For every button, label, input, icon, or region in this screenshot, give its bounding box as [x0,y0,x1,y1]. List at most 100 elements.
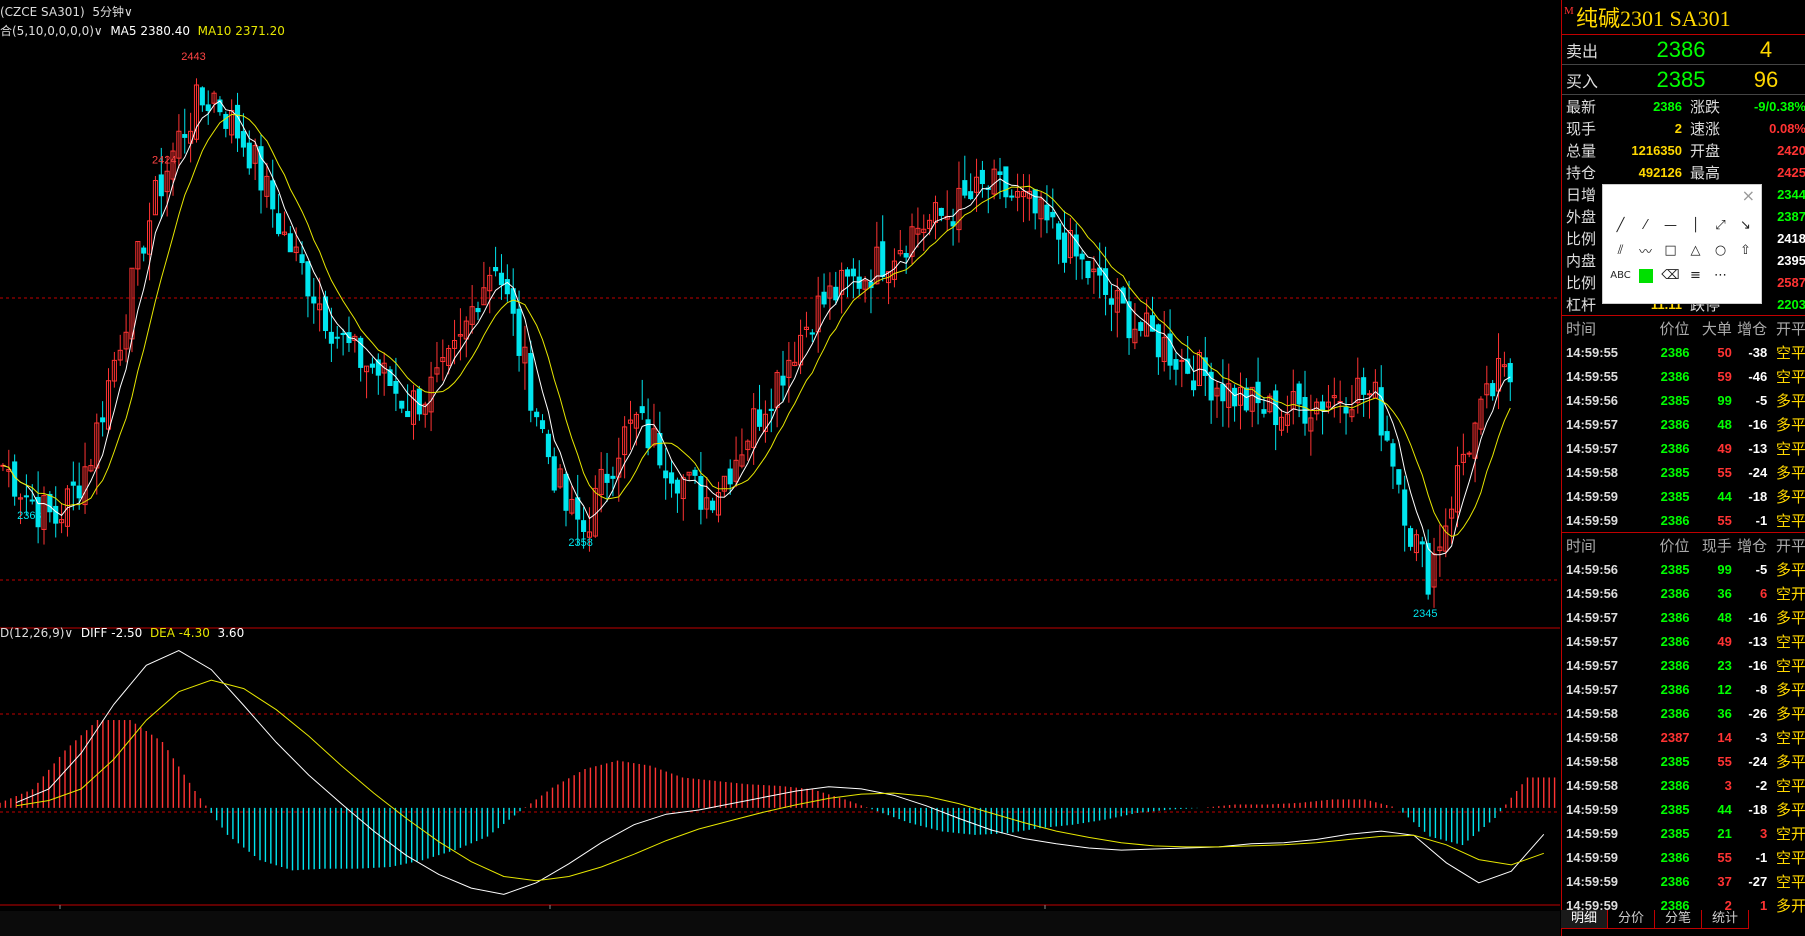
candle-body [369,363,375,368]
chevron-down-icon[interactable]: ∨ [64,626,74,640]
table-row[interactable]: 14:59:57 2386 48 -16 多平 [1562,605,1805,629]
macd-params[interactable]: D(12,26,9) [0,626,65,640]
candle-body [1331,395,1337,399]
parallel-line-icon[interactable]: ⫽ [1617,243,1624,258]
horizontal-line-icon[interactable]: — [1664,218,1677,233]
table-row[interactable]: 14:59:55 2386 59 -46 空平 [1562,364,1805,388]
zigzag-icon[interactable]: 〰 [1638,245,1652,260]
table-row[interactable]: 14:59:59 2386 2 1 多开 [1562,893,1805,917]
table-cell: 55 [1717,753,1732,769]
table-row[interactable]: 14:59:59 2385 21 3 空开 [1562,821,1805,845]
table-row[interactable]: 14:59:56 2385 99 -5 多平 [1562,388,1805,412]
table-row[interactable]: 14:59:55 2386 50 -38 空平 [1562,340,1805,364]
line-tool-icon[interactable]: ╱ [1616,218,1625,233]
up-arrow-icon[interactable]: ⇧ [1740,243,1751,258]
stat-row: 总量 1216350 开盘 2420 [1562,139,1805,161]
candle-body [692,469,698,476]
table-row[interactable]: 14:59:58 2385 55 -24 多平 [1562,749,1805,773]
tab-3[interactable]: 统计 [1702,910,1749,929]
settings-icon[interactable]: ≡ [1690,268,1701,283]
candle-body [53,505,59,524]
table-row[interactable]: 14:59:57 2386 49 -13 空平 [1562,629,1805,653]
table-row[interactable]: 14:59:59 2386 37 -27 空平 [1562,869,1805,893]
candle-body [240,131,246,148]
chevron-down-icon[interactable]: ∨ [123,5,133,19]
bid-row: 买入 2385 96 [1562,65,1805,95]
table-cell: 50 [1717,344,1732,360]
stat-value: 1216350 [1631,142,1682,158]
stat-value-2: -9/0.38% [1753,98,1805,114]
candle-body [1208,371,1214,401]
table-cell: 14:59:59 [1566,512,1619,528]
candle-body [1478,398,1484,430]
indicator-params[interactable]: 合(5,10,0,0,0,0) [0,24,94,38]
column-header: 大单 [1701,320,1732,338]
candlestick-chart[interactable]: 2443 2358 2363 2424 2345 2022/08/242022/08/2… [0,0,1560,910]
dea-line [16,679,1544,882]
candle-body [422,403,428,415]
contract-code: (CZCE SA301) [0,5,85,19]
triangle-icon[interactable]: △ [1690,243,1701,258]
table-row[interactable]: 14:59:57 2386 12 -8 多平 [1562,677,1805,701]
table-row[interactable]: 14:59:57 2386 49 -13 空平 [1562,436,1805,460]
panel-tabs: 明细 分价 分笔 统计 [1561,910,1805,936]
table-row[interactable]: 14:59:57 2386 48 -16 多平 [1562,412,1805,436]
table-cell: 空平 [1776,777,1805,795]
candle-body [498,272,505,286]
ray-tool-icon[interactable]: ⁄ [1644,218,1647,233]
tab-2[interactable]: 分笔 [1655,910,1702,929]
table-row[interactable]: 14:59:59 2385 44 -18 多平 [1562,797,1805,821]
candle-body [493,266,499,272]
bid-price[interactable]: 2385 [1656,66,1706,92]
text-tool-icon[interactable]: ABC [1610,270,1631,281]
table-row[interactable]: 14:59:58 2386 36 -26 多平 [1562,701,1805,725]
arrow-down-icon[interactable]: ↘ [1740,218,1751,233]
period-selector[interactable]: 5分钟 [92,5,124,19]
table-row[interactable]: 14:59:58 2386 3 -2 空平 [1562,773,1805,797]
candle-body [927,219,933,230]
table-row[interactable]: 14:59:59 2386 55 -1 空平 [1562,845,1805,869]
table-cell: 空平 [1776,344,1805,362]
candle-body [1284,413,1290,426]
table-cell: 14:59:57 [1566,416,1619,432]
table-row[interactable]: 14:59:58 2387 14 -3 空平 [1562,725,1805,749]
candle-body [581,520,587,532]
macd-legend: D(12,26,9)∨ DIFF -2.50 DEA -4.30 3.60 [0,626,244,640]
chevron-down-icon[interactable]: ∨ [93,24,103,38]
candle-body [827,285,833,299]
candle-body [451,340,458,349]
table-cell: 99 [1717,392,1732,408]
table-row[interactable]: 14:59:56 2386 36 6 空开 [1562,581,1805,605]
table-cell: 空平 [1776,849,1805,867]
ellipse-icon[interactable]: ○ [1714,243,1727,258]
eraser-icon[interactable]: ⌫ [1661,268,1680,283]
table-row[interactable]: 14:59:59 2386 55 -1 空平 [1562,508,1805,532]
price-annotations: 2443 2358 2363 2424 2345 [17,51,1437,620]
rectangle-icon[interactable]: □ [1664,243,1677,258]
table-cell: 空平 [1776,633,1805,651]
table-row[interactable]: 14:59:59 2385 44 -18 多平 [1562,484,1805,508]
candle-body [258,146,264,191]
candle-body [1038,198,1044,220]
candle-body [915,227,921,235]
ask-price[interactable]: 2386 [1656,36,1706,62]
candle-body [551,456,557,491]
table-row[interactable]: 14:59:58 2385 55 -24 多平 [1562,460,1805,484]
candle-body [270,180,276,210]
arrow-up-icon[interactable]: ⤢ [1715,218,1726,233]
candle-body [1202,357,1208,376]
moving-average-lines [2,100,1511,556]
candle-body [586,531,592,538]
vertical-line-icon[interactable]: │ [1691,218,1700,233]
table-cell: 2386 [1660,416,1690,432]
tab-1[interactable]: 分价 [1608,910,1655,929]
candle-body [293,246,299,254]
color-picker-icon[interactable] [1633,263,1658,288]
candle-body [663,470,669,479]
stat-value: 492126 [1638,164,1682,180]
table-row[interactable]: 14:59:56 2385 99 -5 多平 [1562,557,1805,581]
more-icon[interactable]: ⋯ [1714,268,1727,283]
table-row[interactable]: 14:59:57 2386 23 -16 空平 [1562,653,1805,677]
close-icon[interactable]: × [1741,186,1755,205]
tab-0[interactable]: 明细 [1561,910,1608,929]
